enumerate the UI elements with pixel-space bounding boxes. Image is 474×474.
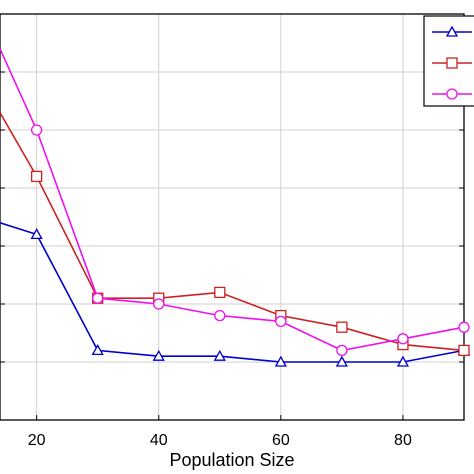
legend-entry [432, 25, 472, 37]
legend-entry [432, 88, 472, 100]
grid-lines [0, 14, 464, 420]
square-marker [336, 321, 348, 333]
legend-entry [432, 57, 472, 69]
circle-marker [153, 298, 165, 310]
series-3 [0, 48, 470, 357]
circle-marker [214, 309, 226, 322]
triangle-marker [213, 349, 226, 361]
square-marker [446, 57, 458, 69]
circle-marker [397, 333, 409, 345]
triangle-marker [30, 228, 43, 240]
triangle-marker [274, 355, 287, 367]
plot-area-frame [0, 13, 465, 421]
triangle-marker [91, 344, 104, 356]
circle-marker [275, 315, 287, 328]
triangle-marker [445, 25, 459, 37]
triangle-marker [335, 355, 348, 367]
legend [423, 15, 474, 107]
x-tick-label: 40 [150, 432, 168, 449]
triangle-marker [396, 355, 410, 367]
data-series [0, 48, 471, 367]
x-axis-label: Population Size [169, 450, 294, 470]
square-marker [30, 170, 43, 183]
circle-marker [30, 124, 43, 136]
circle-marker [336, 344, 348, 357]
circle-marker [92, 292, 104, 304]
square-marker [458, 344, 470, 357]
triangle-marker [152, 349, 165, 361]
circle-marker [458, 321, 470, 333]
circle-marker [446, 88, 458, 100]
axis-ticks: 20 40 60 80 [0, 71, 464, 449]
x-tick-label: 60 [272, 432, 290, 449]
square-marker [214, 286, 226, 299]
x-tick-label: 20 [28, 432, 46, 449]
x-tick-label: 80 [394, 432, 412, 449]
series-1 [0, 222, 471, 367]
